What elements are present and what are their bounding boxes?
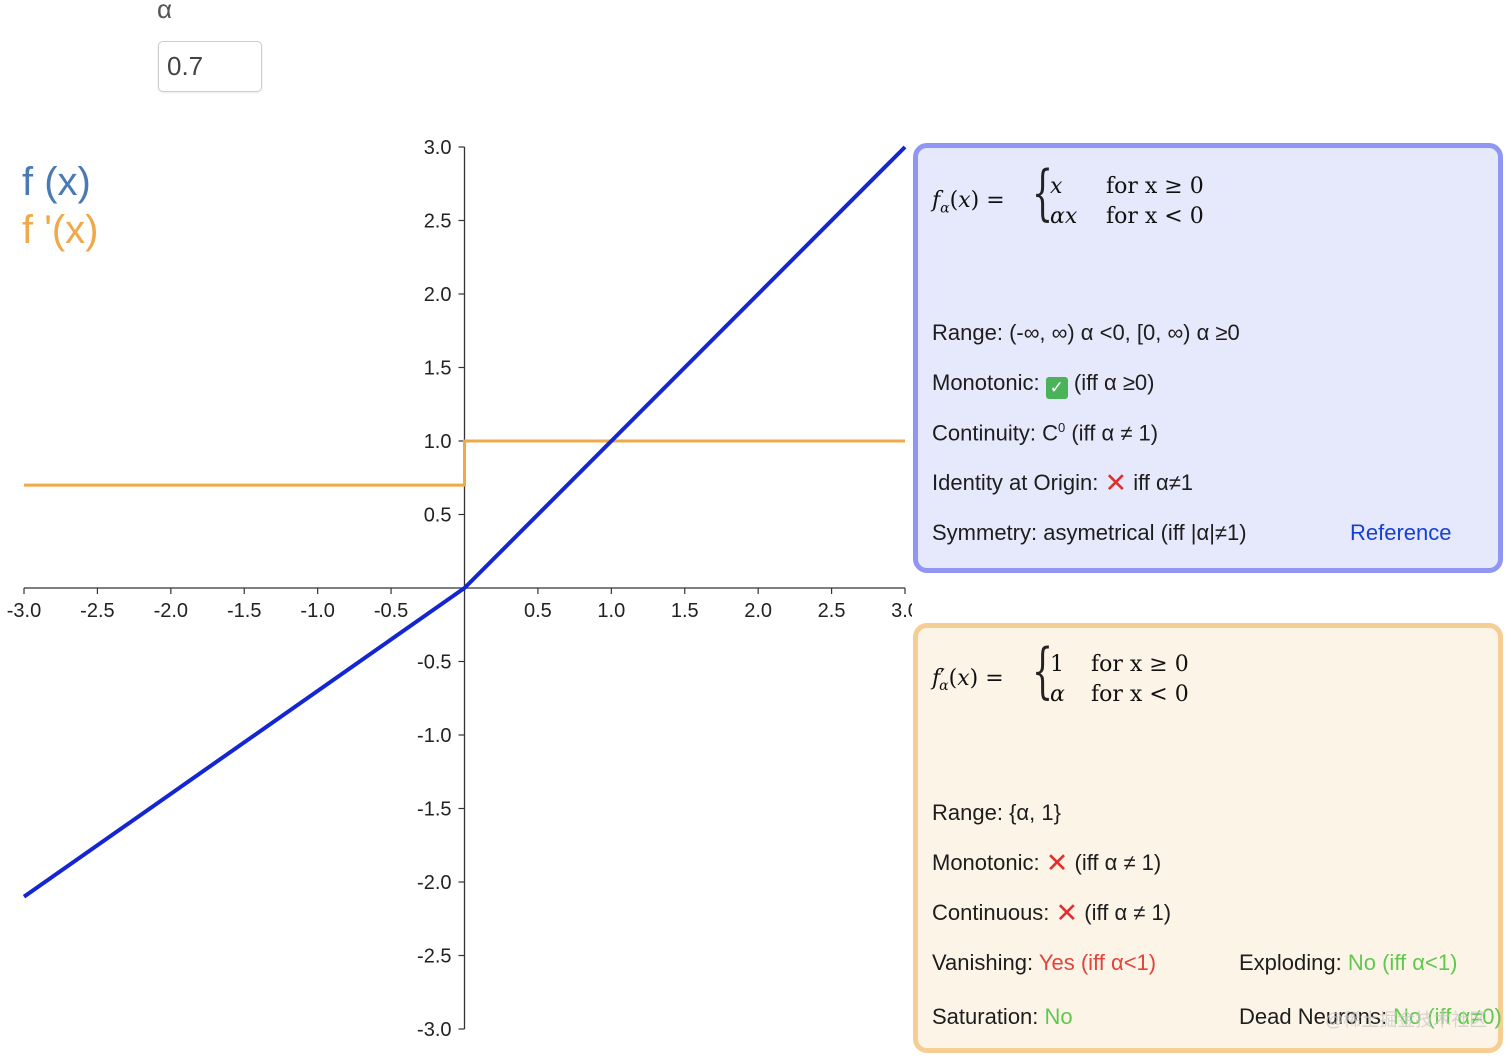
y-tick-label: 0.5: [424, 505, 452, 527]
watermark: @稀土掘金技术社区: [1325, 1010, 1488, 1030]
fp-continuous: Continuous: ✕ (iff α ≠ 1): [932, 898, 1172, 928]
f-continuity: Continuity: C0 (iff α ≠ 1): [932, 420, 1159, 446]
fp-saturation: Saturation: No: [932, 1004, 1073, 1029]
derivative-info-box: f′α(x) = { 1 for x ≥ 0 α for x < 0 Range…: [913, 623, 1503, 1053]
y-tick-label: 1.0: [424, 431, 452, 453]
x-tick-label: -2.5: [80, 600, 114, 622]
legend-f: f (x): [22, 160, 91, 204]
f-range: Range: (-∞, ∞) α <0, [0, ∞) α ≥0: [932, 320, 1240, 345]
activation-chart: -3.0 -2.5 -2.0 -1.5 -1.0 -0.5 0.5 1.0 1.5 2.0 2.5 3…: [7, 137, 912, 1041]
fp-case1-value: 1: [1050, 652, 1064, 677]
y-tick-label: -2.5: [417, 946, 451, 968]
y-tick-label: 3.0: [424, 137, 452, 159]
reference-link[interactable]: Reference: [1350, 520, 1452, 545]
y-tick-label: 2.5: [424, 211, 452, 233]
x-tick-label: -0.5: [374, 600, 408, 622]
x-tick-label: 2.0: [744, 600, 772, 622]
fp-vanishing: Vanishing: Yes (iff α<1): [932, 950, 1157, 975]
f-case1-value: x: [1050, 174, 1063, 199]
cross-icon: ✕: [1045, 848, 1069, 878]
fp-exploding: Exploding: No (iff α<1): [1239, 950, 1458, 975]
x-tick-label: -2.0: [154, 600, 188, 622]
fprime-curve: [24, 439, 905, 487]
f-symmetry: Symmetry: asymetrical (iff |α|≠1): [932, 520, 1247, 545]
f-monotonic: Monotonic: ✓ (iff α ≥0): [932, 370, 1155, 399]
fp-monotonic: Monotonic: ✕ (iff α ≠ 1): [932, 848, 1162, 878]
fp-formula-lhs: f′α(x) =: [932, 666, 1004, 695]
x-tick-label: 2.5: [818, 600, 846, 622]
x-tick-label: -1.5: [227, 600, 261, 622]
fp-case2-value: α: [1050, 682, 1065, 707]
y-tick-label: -1.0: [417, 725, 451, 747]
f-case2-value: αx: [1050, 204, 1078, 229]
y-tick-label: -1.5: [417, 799, 451, 821]
x-tick-label: -1.0: [300, 600, 334, 622]
x-tick-label: 1.0: [597, 600, 625, 622]
y-tick-label: -2.0: [417, 872, 451, 894]
alpha-label: α: [157, 0, 173, 24]
y-tick-label: 2.0: [424, 284, 452, 306]
y-tick-label: 1.5: [424, 358, 452, 380]
x-tick-label: -3.0: [7, 600, 41, 622]
fp-range: Range: {α, 1}: [932, 800, 1061, 825]
f-case2-condition: for x < 0: [1106, 204, 1204, 229]
cross-icon: ✕: [1055, 898, 1079, 928]
x-tick-label: 3.0: [891, 600, 912, 622]
x-tick-label: 1.5: [671, 600, 699, 622]
fp-brace: {: [1032, 636, 1054, 706]
fp-case1-condition: for x ≥ 0: [1091, 652, 1189, 677]
f-identity: Identity at Origin: ✕ iff α≠1: [932, 468, 1194, 498]
function-info-box: fα(x) = { x for x ≥ 0 αx for x < 0 Range…: [913, 143, 1503, 573]
cross-icon: ✕: [1104, 468, 1128, 498]
x-tick-label: 0.5: [524, 600, 552, 622]
f-brace: {: [1032, 158, 1054, 228]
fp-dead-neurons: Dead Neurons: No (iff α≠0): [1239, 1004, 1502, 1029]
fp-case2-condition: for x < 0: [1091, 682, 1189, 707]
check-icon: ✓: [1045, 377, 1068, 399]
y-tick-label: -0.5: [417, 652, 451, 674]
alpha-input[interactable]: [158, 41, 262, 92]
legend-fprime: f '(x): [22, 208, 99, 252]
f-formula-lhs: fα(x) =: [932, 188, 1005, 217]
f-case1-condition: for x ≥ 0: [1106, 174, 1204, 199]
y-tick-label: -3.0: [417, 1019, 451, 1041]
f-curve: [22, 145, 907, 899]
